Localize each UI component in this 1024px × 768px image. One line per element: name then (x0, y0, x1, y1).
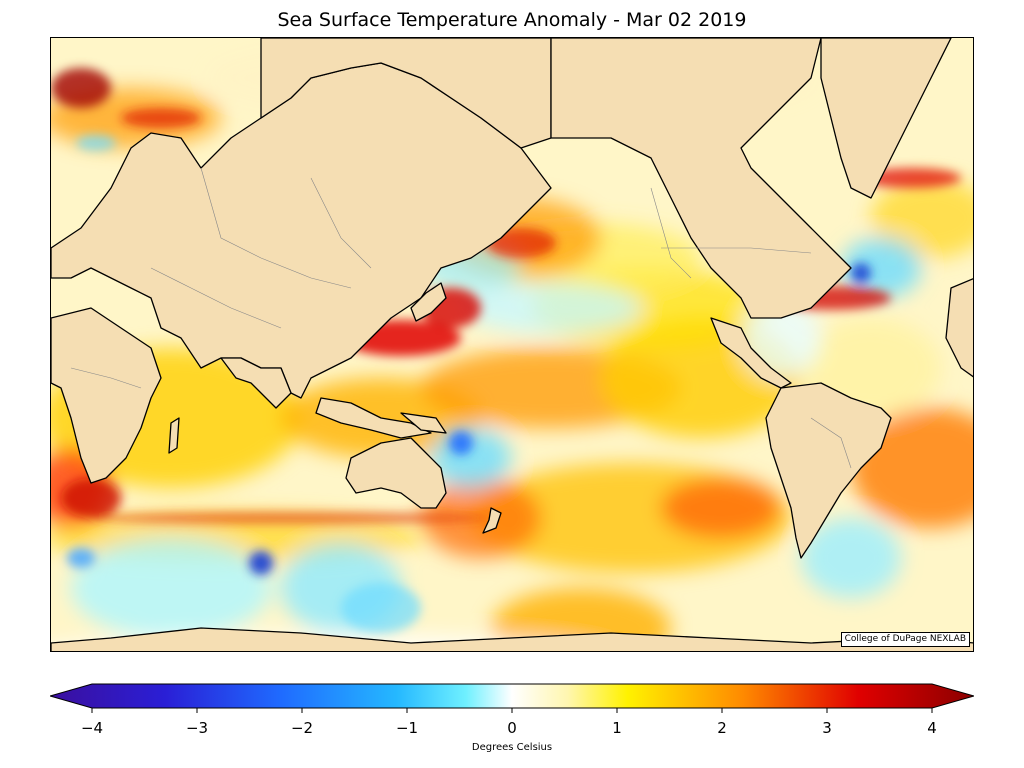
colorbar-tick-label: 4 (927, 719, 937, 737)
landmass-madagascar (168, 417, 180, 454)
credit-label: College of DuPage NEXLAB (840, 632, 970, 647)
landmass-new-zealand (482, 507, 502, 534)
landmass-new-guinea (400, 412, 447, 434)
landmass-greenland (820, 38, 952, 199)
land-masses (51, 38, 973, 651)
colorbar-tick-label: 2 (717, 719, 727, 737)
colorbar-tick-label: −1 (395, 719, 419, 737)
map-canvas (51, 38, 973, 651)
landmass-australia (345, 437, 447, 509)
colorbar-tick-label: 3 (822, 719, 832, 737)
landmass-indonesia (315, 397, 432, 439)
landmass-central-america (710, 317, 792, 389)
landmass-eurasia (51, 62, 552, 399)
colorbar (50, 683, 974, 713)
country-borders (70, 167, 852, 469)
colorbar-tick-label: −3 (185, 719, 209, 737)
landmass-africa (51, 307, 162, 484)
colorbar-tick-label: −4 (80, 719, 104, 737)
landmass-japan (410, 282, 447, 322)
colorbar-gradient (50, 683, 974, 709)
landmass-south-america (765, 382, 892, 559)
colorbar-tick-label: −2 (290, 719, 314, 737)
landmass-india (220, 357, 292, 409)
landmass-north-america (550, 38, 852, 319)
sst-anomaly-map: College of DuPage NEXLAB (50, 37, 974, 652)
map-title: Sea Surface Temperature Anomaly - Mar 02… (277, 9, 747, 31)
landmass-europe-east-edge (945, 278, 973, 378)
colorbar-tick-label: 0 (507, 719, 517, 737)
colorbar-tick-label: 1 (612, 719, 622, 737)
colorbar-label: Degrees Celsius (471, 742, 553, 753)
colorbar-ticks (91, 708, 933, 713)
